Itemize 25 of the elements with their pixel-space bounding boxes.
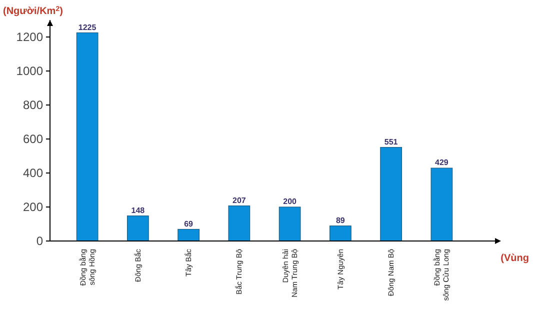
y-tick-label: 0: [36, 234, 44, 248]
data-label: 429: [435, 158, 449, 168]
bar: [127, 216, 149, 242]
bar: [278, 206, 301, 242]
bar: [76, 32, 98, 242]
y-tick-label: 600: [22, 132, 44, 146]
data-label: 69: [184, 219, 194, 228]
y-axis-title: (Người/Km$^{2}$): [3, 6, 63, 17]
data-label: 89: [336, 216, 346, 225]
data-label: 1225: [78, 22, 97, 32]
y-tick-label: 800: [22, 98, 44, 112]
data-label: 200: [283, 197, 298, 206]
data-label: 148: [131, 206, 146, 215]
y-tick-label: 400: [22, 166, 44, 180]
data-label: 207: [232, 196, 246, 205]
bar: [178, 228, 200, 242]
data-label: 551: [384, 137, 398, 146]
bar: [380, 147, 402, 242]
x-axis-title: (Vùng: [500, 253, 529, 264]
bar: [228, 206, 250, 242]
y-tick-label: 200: [22, 200, 44, 214]
bar: [430, 168, 453, 242]
y-tick-label: 1200: [16, 30, 44, 44]
bar: [330, 226, 352, 242]
y-tick-label: 1000: [16, 64, 44, 78]
